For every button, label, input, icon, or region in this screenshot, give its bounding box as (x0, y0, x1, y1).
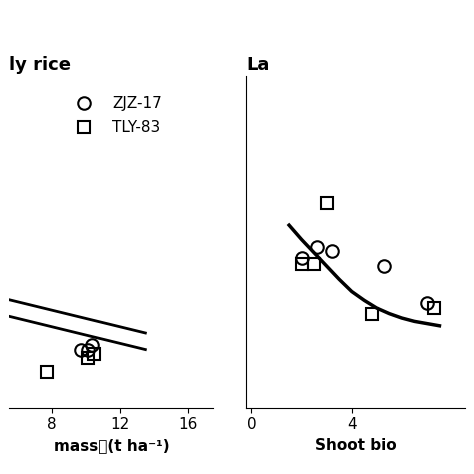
X-axis label: Shoot bio: Shoot bio (315, 438, 396, 453)
Legend: ZJZ-17, TLY-83: ZJZ-17, TLY-83 (63, 90, 168, 142)
X-axis label: mass　(t ha⁻¹): mass (t ha⁻¹) (54, 438, 169, 453)
Text: La: La (246, 56, 270, 74)
Text: ly rice: ly rice (9, 56, 72, 74)
